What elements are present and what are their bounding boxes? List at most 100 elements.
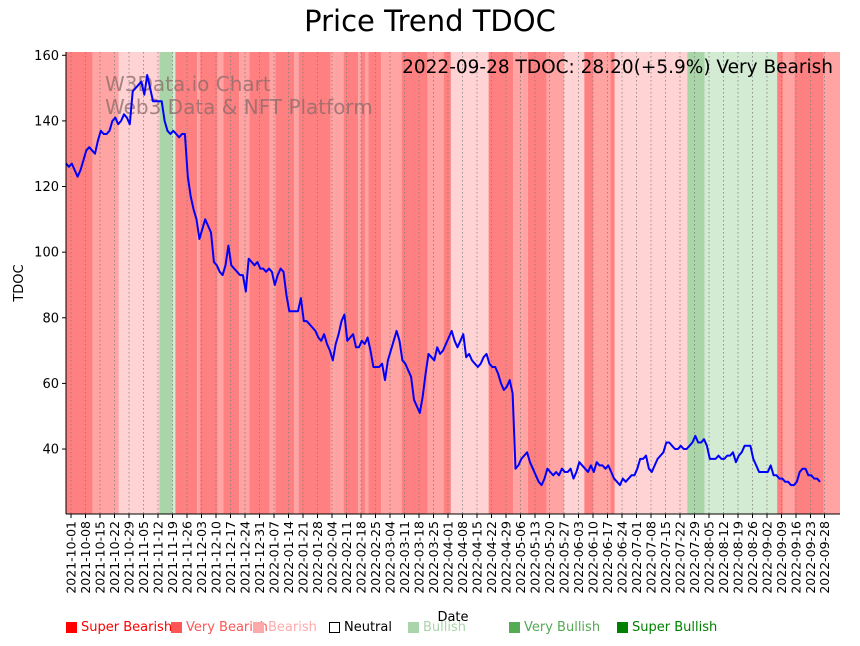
x-tick-label: 2022-03-11	[397, 521, 412, 594]
legend-swatch-neutral	[329, 622, 340, 633]
sentiment-band	[401, 52, 428, 514]
x-tick-label: 2022-08-05	[702, 521, 717, 594]
sentiment-band	[365, 52, 369, 514]
x-tick-label: 2021-11-19	[165, 521, 180, 594]
x-tick-label: 2022-04-08	[455, 521, 470, 594]
legend-item-bullish: Bullish	[408, 620, 466, 635]
y-tick-label: 160	[34, 49, 59, 64]
sentiment-band	[175, 52, 198, 514]
x-tick-label: 2022-05-06	[513, 521, 528, 594]
x-tick-label: 2022-03-25	[426, 521, 441, 594]
sentiment-band	[488, 52, 514, 514]
x-tick-label: 2021-11-12	[151, 521, 166, 594]
x-tick-label: 2022-04-01	[441, 521, 456, 594]
x-tick-label: 2021-12-10	[209, 521, 224, 594]
sentiment-band	[298, 52, 331, 514]
x-tick-label: 2022-07-08	[644, 521, 659, 594]
sentiment-bands	[66, 52, 840, 514]
watermark-line-1: W3Data.io Chart	[105, 72, 271, 96]
legend-swatch-super-bearish	[66, 622, 77, 633]
legend-label-very-bullish: Very Bullish	[524, 620, 601, 635]
x-tick-label: 2022-05-20	[542, 521, 557, 594]
x-tick-label: 2021-11-05	[136, 521, 151, 594]
sentiment-band	[381, 52, 402, 514]
sentiment-band	[330, 52, 344, 514]
watermark-line-2: Web3 Data & NFT Platform	[105, 95, 373, 119]
sentiment-band	[66, 52, 93, 514]
x-tick-label: 2022-09-02	[760, 521, 775, 594]
y-tick-label: 100	[34, 246, 59, 261]
axes	[65, 52, 840, 515]
x-tick-label: 2021-11-26	[180, 521, 195, 594]
sentiment-band	[294, 52, 299, 514]
x-tick-label: 2022-02-11	[339, 521, 354, 594]
grid-lines	[70, 52, 825, 514]
x-tick-label: 2021-12-31	[252, 521, 267, 594]
sentiment-band	[687, 52, 705, 514]
sentiment-band	[564, 52, 585, 514]
legend-item-neutral: Neutral	[329, 620, 392, 635]
sentiment-band	[546, 52, 564, 514]
sentiment-band	[172, 52, 176, 514]
legend-label-very-bearish: Very Bearish	[186, 620, 268, 635]
x-tick-label: 2022-06-10	[586, 521, 601, 594]
x-tick-label: 2022-02-25	[368, 521, 383, 594]
x-tick-label: 2022-09-16	[789, 521, 804, 594]
series-line-tdoc	[65, 74, 821, 487]
x-tick-label: 2022-05-27	[557, 521, 572, 594]
x-tick-label: 2022-01-21	[296, 521, 311, 594]
legend-label-neutral: Neutral	[344, 620, 392, 635]
sentiment-band	[443, 52, 451, 514]
sentiment-band	[782, 52, 795, 514]
legend-item-bearish: Bearish	[253, 620, 317, 635]
sentiment-band	[513, 52, 528, 514]
x-tick-label: 2022-04-15	[470, 521, 485, 594]
x-tick-label: 2021-12-17	[223, 521, 238, 594]
x-tick-label: 2022-04-22	[484, 521, 499, 594]
x-tick-label: 2022-09-28	[817, 521, 832, 594]
sentiment-band	[610, 52, 615, 514]
x-tick-label: 2022-02-04	[325, 521, 340, 594]
sentiment-band	[269, 52, 276, 514]
legend-swatch-very-bullish	[509, 622, 520, 633]
sentiment-band	[249, 52, 270, 514]
x-tick-label: 2022-03-18	[412, 521, 427, 594]
legend-label-super-bearish: Super Bearish	[81, 620, 173, 635]
x-tick-label: 2022-06-17	[600, 521, 615, 594]
sentiment-band	[159, 52, 173, 514]
legend-swatch-very-bearish	[171, 622, 182, 633]
x-tick-label: 2022-09-09	[774, 521, 789, 594]
x-tick-label: 2022-05-13	[528, 521, 543, 594]
x-tick-label: 2022-01-14	[281, 521, 296, 594]
x-tick-label: 2021-12-03	[194, 521, 209, 594]
legend-item-very-bullish: Very Bullish	[509, 620, 600, 635]
sentiment-band	[343, 52, 359, 514]
x-tick-label: 2022-06-03	[571, 521, 586, 594]
y-tick-label: 40	[42, 443, 59, 458]
sentiment-band	[527, 52, 547, 514]
sentiment-band	[358, 52, 361, 514]
x-tick-label: 2021-10-08	[78, 521, 93, 594]
x-tick-label: 2022-06-24	[615, 521, 630, 594]
x-tick-label: 2022-07-01	[629, 521, 644, 594]
sentiment-band	[92, 52, 119, 514]
sentiment-band	[223, 52, 240, 514]
y-tick-label: 140	[34, 114, 59, 129]
chart-title: Price Trend TDOC	[304, 4, 556, 38]
x-tick-label: 2022-09-23	[803, 521, 818, 594]
y-axis-ticks: 40 60 80 100 120 140 160	[34, 49, 66, 458]
y-tick-label: 120	[34, 180, 59, 195]
y-axis-label: TDOC	[12, 264, 27, 302]
legend-swatch-bearish	[253, 622, 264, 633]
x-tick-label: 2022-07-15	[658, 521, 673, 594]
sentiment-band	[368, 52, 382, 514]
sentiment-band	[450, 52, 489, 514]
x-tick-label: 2021-10-01	[64, 521, 79, 594]
legend-swatch-bullish	[408, 622, 419, 633]
legend-label-super-bullish: Super Bullish	[632, 620, 718, 635]
x-tick-label: 2021-12-24	[238, 521, 253, 594]
y-tick-label: 60	[42, 377, 59, 392]
x-tick-label: 2022-02-18	[354, 521, 369, 594]
sentiment-band	[794, 52, 824, 514]
